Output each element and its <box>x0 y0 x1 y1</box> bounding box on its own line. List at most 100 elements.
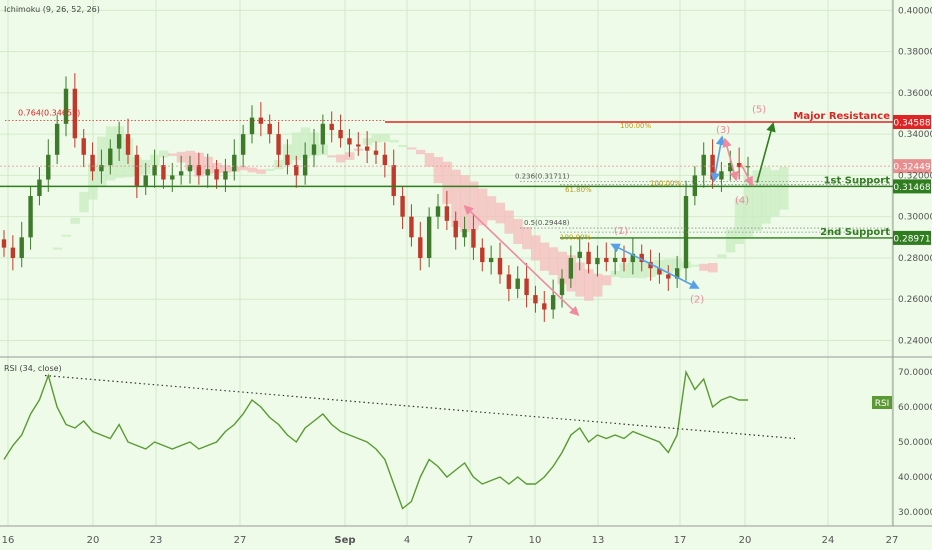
cloud-segment-59 <box>522 226 532 250</box>
cloud-segment-50 <box>442 161 452 204</box>
cloud-segment-33 <box>291 132 302 161</box>
level-price-0: 0.34588 <box>893 118 930 128</box>
candle-body-43 <box>382 154 388 166</box>
cloud-segment-86 <box>761 167 771 224</box>
candle-body-25 <box>223 171 228 180</box>
main-indicator-label[interactable]: Ichimoku (9, 26, 52, 26) <box>4 5 100 14</box>
candle-body-38 <box>338 130 343 139</box>
cloud-segment-7 <box>61 234 72 237</box>
annotation-label-10: (4) <box>735 195 749 206</box>
candle-body-0 <box>1 239 7 248</box>
time-tick-label-2: 23 <box>150 535 163 546</box>
candle-body-31 <box>276 134 281 155</box>
candle-body-60 <box>533 295 538 304</box>
candle-body-46 <box>409 216 414 238</box>
candle-body-13 <box>116 134 122 149</box>
candle-body-11 <box>99 165 104 172</box>
candle-body-18 <box>161 165 166 180</box>
cloud-segment-58 <box>513 219 523 245</box>
wave-arrow-4 <box>740 163 753 187</box>
level-price-3: 0.32449 <box>893 163 930 173</box>
annotation-label-1: 100.00% <box>620 122 651 130</box>
cloud-segment-82 <box>725 229 736 253</box>
candle-body-84 <box>745 166 751 168</box>
cloud-segment-18 <box>159 150 169 158</box>
candle-body-1 <box>10 247 16 258</box>
annotation-label-11: (5) <box>752 104 766 115</box>
cloud-segment-37 <box>327 155 337 158</box>
time-tick-label-0: 16 <box>2 535 15 546</box>
price-tick-label-6: 0.28000 <box>898 254 932 264</box>
cloud-segment-29 <box>256 169 266 174</box>
rsi-indicator-label[interactable]: RSI (34, close) <box>4 364 62 373</box>
cloud-segment-27 <box>238 166 249 171</box>
level-price-box-3 <box>893 159 931 174</box>
cloud-segment-80 <box>708 263 718 273</box>
candle-body-7 <box>63 88 69 124</box>
candle-body-42 <box>373 150 379 155</box>
candle-body-49 <box>435 206 441 217</box>
price-axis: 0.40000 0.38000 0.36000 0.34000 0.32000 0.300… <box>898 6 932 346</box>
time-tick-label-7: 10 <box>529 535 542 546</box>
price-tick-label-7: 0.26000 <box>898 295 932 305</box>
candle-body-66 <box>586 251 591 265</box>
candle-body-53 <box>471 229 476 248</box>
candle-body-30 <box>267 123 272 135</box>
time-tick-label-6: 7 <box>467 535 473 546</box>
cloud-segment-8 <box>70 217 80 224</box>
level-label-1: 1st Support <box>824 175 891 186</box>
price-tick-label-1: 0.38000 <box>898 48 932 58</box>
cloud-segment-49 <box>433 156 444 184</box>
price-tick-label-0: 0.40000 <box>898 6 932 16</box>
level-price-box-2 <box>893 230 931 245</box>
candle-body-19 <box>170 175 175 180</box>
annotation-label-4: 61.80% <box>565 186 592 194</box>
candle-body-64 <box>568 257 574 279</box>
candle-body-32 <box>285 154 290 166</box>
candle-body-41 <box>364 146 370 151</box>
candle-body-56 <box>497 257 503 275</box>
level-price-box-1 <box>893 179 931 194</box>
candle-body-17 <box>152 165 157 176</box>
candle-body-36 <box>320 123 326 145</box>
cloud-segment-19 <box>167 153 178 156</box>
rsi-tick-label-2: 50.0000 <box>898 438 932 448</box>
candle-body-33 <box>294 165 299 176</box>
wave-arrow-2 <box>710 135 726 183</box>
cloud-segment-45 <box>398 144 408 147</box>
annotation-label-5: 0.5(0.29448) <box>524 219 570 227</box>
cloud-segment-65 <box>575 262 585 297</box>
candle-body-59 <box>524 278 529 296</box>
candle-body-63 <box>559 278 565 296</box>
cloud-segment-79 <box>699 263 709 271</box>
cloud-segment-52 <box>460 175 470 233</box>
cloud-segment-44 <box>389 139 399 143</box>
price-tick-label-2: 0.36000 <box>898 89 932 99</box>
time-axis: 16 20 23 27 Sep 4 7 10 13 17 20 24 27 <box>2 535 899 546</box>
cloud-segment-43 <box>380 134 390 142</box>
level-label-0: Major Resistance <box>793 111 890 122</box>
cloud-segment-10 <box>88 163 98 200</box>
annotation-label-3: 100.00% <box>650 179 681 187</box>
candle-body-75 <box>666 274 671 279</box>
candle-body-68 <box>604 257 609 263</box>
time-tick-label-10: 20 <box>739 535 752 546</box>
candle-body-22 <box>196 165 202 176</box>
candle-body-6 <box>54 123 60 155</box>
cloud-segment-30 <box>265 168 275 171</box>
cloud-segment-48 <box>424 153 435 167</box>
annotation-label-6: 100.00% <box>560 233 591 241</box>
time-tick-label-12: 27 <box>886 535 899 546</box>
cloud-segment-51 <box>451 169 461 227</box>
candle-body-20 <box>178 171 184 176</box>
candle-body-16 <box>143 175 148 186</box>
time-tick-label-9: 17 <box>674 535 687 546</box>
cloud-segment-55 <box>486 196 497 221</box>
candle-body-48 <box>426 216 432 258</box>
time-tick-label-11: 24 <box>822 535 835 546</box>
cloud-segment-47 <box>415 149 426 155</box>
rsi-tag-box <box>872 396 892 409</box>
candle-body-47 <box>418 237 423 258</box>
